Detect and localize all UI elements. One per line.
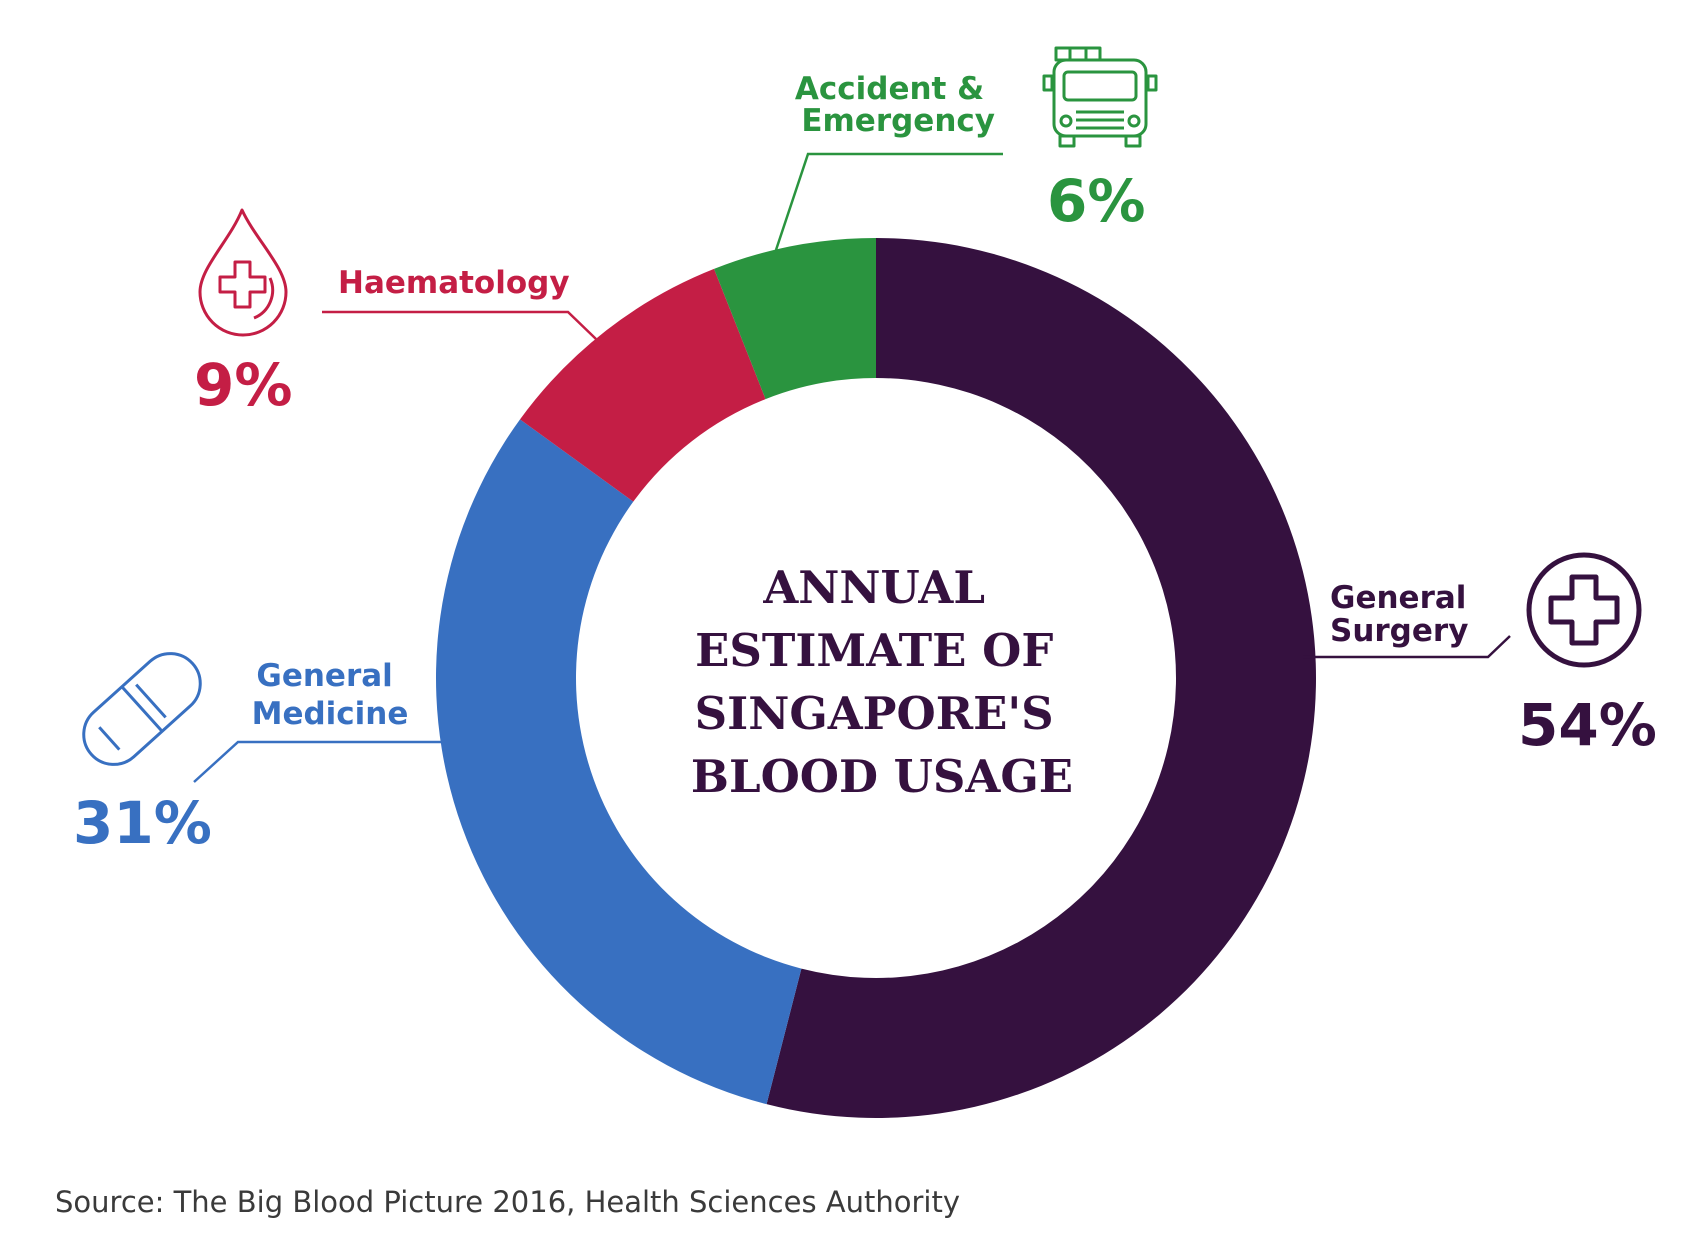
slice-label-accident-emergency: Accident & Emergency — [795, 71, 995, 139]
slice-haematology — [520, 268, 766, 502]
leader-line-haematology — [322, 310, 597, 340]
pill-icon — [82, 652, 202, 766]
slice-value-general-medicine: 31% — [73, 789, 212, 857]
chart-title: ANNUAL ESTIMATE OF SINGAPORE'S BLOOD USA… — [691, 561, 1073, 803]
slice-accident-emergency — [714, 238, 876, 400]
slice-value-accident-emergency: 6% — [1047, 167, 1145, 235]
slice-general-surgery — [766, 238, 1316, 1118]
donut-slices — [436, 238, 1316, 1118]
slice-label-general-medicine: General Medicine — [252, 658, 409, 732]
source-note: Source: The Big Blood Picture 2016, Heal… — [55, 1185, 960, 1219]
leader-line-general-surgery — [1303, 635, 1511, 659]
medical-cross-icon — [1526, 552, 1642, 668]
slice-value-haematology: 9% — [194, 351, 292, 419]
leader-line-accident-emergency — [774, 152, 1003, 251]
ambulance-icon — [1042, 46, 1158, 148]
slice-general-medicine — [436, 419, 802, 1105]
blood-drop-icon — [198, 208, 288, 337]
leader-line-general-medicine — [193, 740, 444, 783]
slice-label-general-surgery: General Surgery — [1330, 580, 1477, 649]
slice-label-haematology: Haematology — [338, 265, 570, 301]
slice-value-general-surgery: 54% — [1518, 691, 1657, 759]
